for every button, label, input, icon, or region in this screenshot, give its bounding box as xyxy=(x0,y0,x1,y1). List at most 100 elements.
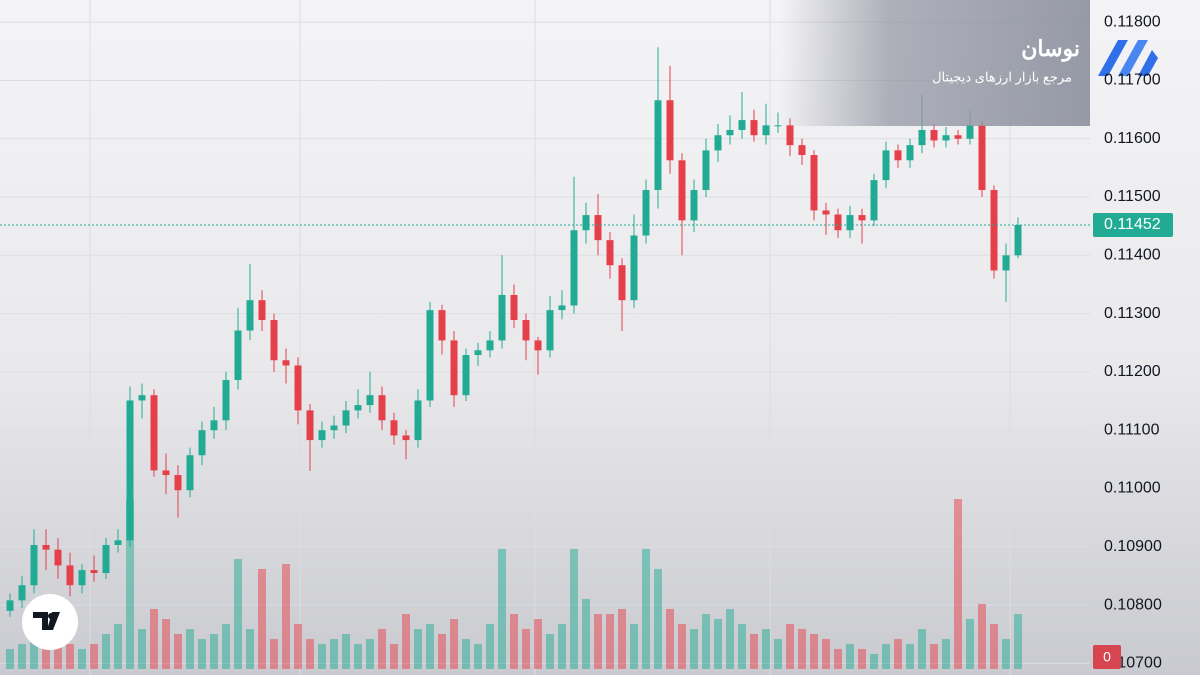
volume-bar xyxy=(714,619,722,669)
candle-body xyxy=(726,129,734,136)
candle-body xyxy=(462,354,470,396)
candle-body xyxy=(762,125,770,136)
volume-bar xyxy=(606,614,614,669)
volume-bar xyxy=(474,644,482,669)
volume-bar xyxy=(942,639,950,669)
candle-body xyxy=(210,420,218,431)
volume-bar xyxy=(390,644,398,669)
volume-bar xyxy=(378,629,386,669)
volume-bar xyxy=(174,634,182,669)
grid xyxy=(0,21,1090,664)
candle-body xyxy=(486,340,494,351)
volume-bar xyxy=(894,639,902,669)
volume-bar xyxy=(342,634,350,669)
candle-body xyxy=(330,425,338,431)
volume-bar xyxy=(246,629,254,669)
volume-bar xyxy=(54,647,62,669)
volume-bar xyxy=(582,599,590,669)
volume-bar xyxy=(498,549,506,669)
volume-bar xyxy=(222,624,230,669)
volume-bar xyxy=(762,629,770,669)
y-tick-label: 0.11200 xyxy=(1104,363,1161,380)
candle-body xyxy=(30,545,38,586)
candle-body xyxy=(522,320,530,341)
candle-body xyxy=(858,215,866,221)
candle-body xyxy=(906,145,914,161)
brand-tagline: مرجع بازار ارزهای دیجیتال xyxy=(932,69,1072,85)
volume-bar xyxy=(198,639,206,669)
candle-body xyxy=(714,135,722,151)
vertical-grid xyxy=(89,0,1011,675)
candle-body xyxy=(270,320,278,361)
candle-body xyxy=(882,150,890,181)
y-tick-label: 0.10900 xyxy=(1104,538,1162,555)
volume-bar xyxy=(30,639,38,669)
brand-logo xyxy=(1098,40,1158,76)
candle-body xyxy=(426,310,434,401)
candle-body xyxy=(318,430,326,441)
candle-body xyxy=(666,100,674,161)
volume-bar xyxy=(618,609,626,669)
candle-body xyxy=(630,235,638,301)
candle-body xyxy=(558,305,566,311)
candle-body xyxy=(498,294,506,341)
volume-bar xyxy=(978,604,986,669)
volume-bar xyxy=(330,639,338,669)
volume-bar xyxy=(642,549,650,669)
candle-body xyxy=(102,545,110,573)
volume-bar xyxy=(78,649,86,669)
candle-body xyxy=(798,145,806,156)
candle-body xyxy=(162,470,170,476)
volume-bar xyxy=(402,614,410,669)
volume-bar xyxy=(210,634,218,669)
candle-body xyxy=(138,395,146,401)
candle-body xyxy=(510,294,518,321)
candle-body xyxy=(846,215,854,231)
volume-bar xyxy=(510,614,518,669)
candle-body xyxy=(990,190,998,271)
volume-bar xyxy=(66,644,74,669)
candle-body xyxy=(834,214,842,231)
volume-bar xyxy=(6,649,14,669)
volume-bar xyxy=(90,644,98,669)
candle-body xyxy=(450,340,458,396)
candle-body xyxy=(342,410,350,426)
candle-body xyxy=(690,190,698,221)
candle-body xyxy=(1014,225,1022,256)
volume-bar xyxy=(234,559,242,669)
candle-body xyxy=(282,360,290,366)
volume-bar xyxy=(294,624,302,669)
volume-bar xyxy=(846,644,854,669)
volume-bar xyxy=(318,644,326,669)
candle-body xyxy=(150,395,158,471)
volume-bar xyxy=(858,649,866,669)
candle-body xyxy=(606,240,614,266)
volume-bar xyxy=(930,644,938,669)
candle-body xyxy=(198,430,206,456)
volume-bar xyxy=(678,624,686,669)
price-axis: 0.107000.108000.109000.110000.111000.112… xyxy=(1104,13,1162,671)
candle-body xyxy=(114,540,122,546)
y-tick-label: 0.11500 xyxy=(1104,188,1161,205)
volume-bar xyxy=(918,629,926,669)
volume-bar xyxy=(774,639,782,669)
volume-bar xyxy=(990,624,998,669)
candle-body xyxy=(186,455,194,491)
volume-bar xyxy=(366,639,374,669)
volume-bar xyxy=(810,634,818,669)
candle-body xyxy=(978,125,986,191)
candle-body xyxy=(930,129,938,141)
y-tick-label: 0.10800 xyxy=(1104,596,1162,613)
candles xyxy=(6,47,1022,617)
candle-body xyxy=(678,160,686,221)
volume-bar xyxy=(726,609,734,669)
candle-body xyxy=(42,545,50,550)
candle-body xyxy=(438,310,446,341)
volume-bar xyxy=(1014,614,1022,669)
volume-bar xyxy=(954,499,962,669)
volume-bar xyxy=(750,634,758,669)
candle-body xyxy=(234,330,242,381)
candle-body xyxy=(66,565,74,586)
candle-body xyxy=(474,350,482,355)
